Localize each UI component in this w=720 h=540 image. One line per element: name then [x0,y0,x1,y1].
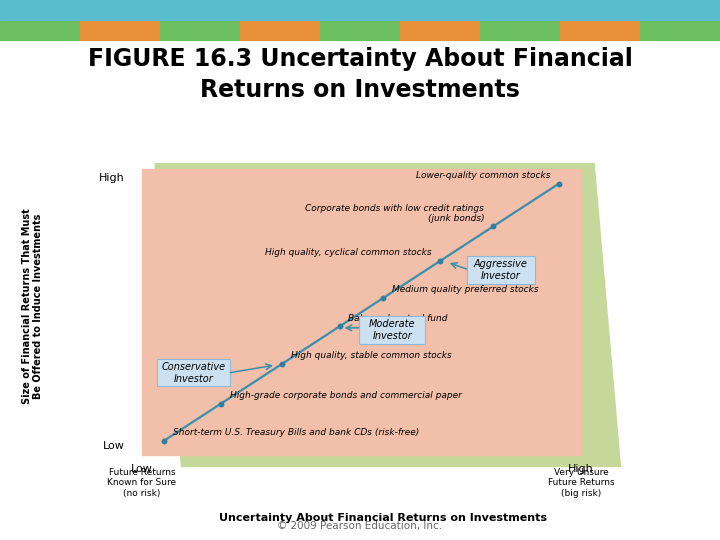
Text: Balanced mutual fund: Balanced mutual fund [348,314,448,323]
Point [377,294,389,302]
Text: Low: Low [102,442,125,451]
Text: © 2009 Pearson Education, Inc.: © 2009 Pearson Education, Inc. [277,522,443,531]
Text: Short-term U.S. Treasury Bills and bank CDs (risk-free): Short-term U.S. Treasury Bills and bank … [173,428,419,437]
Point [435,256,446,265]
Text: Conservative
Investor: Conservative Investor [161,362,225,384]
FancyBboxPatch shape [359,316,425,343]
Polygon shape [155,164,621,467]
FancyBboxPatch shape [158,359,230,387]
Text: Future Returns
Known for Sure
(no risk): Future Returns Known for Sure (no risk) [107,468,176,498]
Text: Moderate
Investor: Moderate Investor [369,319,415,341]
Bar [560,21,640,40]
Point [215,399,227,408]
Text: High quality, stable common stocks: High quality, stable common stocks [291,351,452,360]
Bar [400,21,480,40]
Text: Aggressive
Investor: Aggressive Investor [474,259,528,281]
Text: High: High [568,464,594,474]
FancyBboxPatch shape [467,256,535,284]
Text: FIGURE 16.3 Uncertainty About Financial
Returns on Investments: FIGURE 16.3 Uncertainty About Financial … [88,47,632,102]
Bar [80,21,160,40]
Bar [160,21,240,40]
Bar [640,21,720,40]
Bar [480,21,560,40]
Point [334,322,346,331]
Point [553,179,564,188]
Bar [0,21,80,40]
Point [276,359,288,368]
Text: Corporate bonds with low credit ratings
(junk bonds): Corporate bonds with low credit ratings … [305,204,485,223]
Text: Medium quality preferred stocks: Medium quality preferred stocks [392,286,539,294]
Text: High-grade corporate bonds and commercial paper: High-grade corporate bonds and commercia… [230,391,462,400]
Bar [240,21,320,40]
Text: Uncertainty About Financial Returns on Investments: Uncertainty About Financial Returns on I… [220,514,547,523]
Polygon shape [142,170,581,455]
Text: Low: Low [131,464,153,474]
Point [158,436,170,445]
Text: Size of Financial Returns That Must
Be Offered to Induce Investments: Size of Financial Returns That Must Be O… [22,208,43,404]
Text: High: High [99,173,125,183]
Text: Lower-quality common stocks: Lower-quality common stocks [415,171,550,180]
Text: Very Unsure
Future Returns
(big risk): Very Unsure Future Returns (big risk) [548,468,614,498]
Text: High quality, cyclical common stocks: High quality, cyclical common stocks [265,248,432,257]
Point [487,222,499,231]
Bar [320,21,400,40]
